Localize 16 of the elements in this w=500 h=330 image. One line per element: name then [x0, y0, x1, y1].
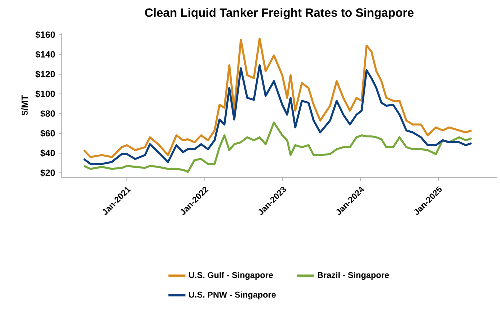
y-tick-label: $20: [40, 169, 56, 177]
chart-title: Clean Liquid Tanker Freight Rates to Singapore: [145, 8, 414, 20]
legend-label: U.S. Gulf - Singapore: [189, 272, 274, 280]
legend-label: U.S. PNW - Singapore: [189, 292, 276, 300]
y-tick-label: $120: [36, 70, 56, 78]
y-tick-label: $40: [40, 150, 56, 158]
line-series: [83, 38, 473, 158]
y-tick-label: $160: [36, 31, 56, 39]
y-tick-label: $100: [36, 90, 56, 98]
y-tick-label: $80: [40, 110, 56, 118]
line-series: [83, 64, 473, 166]
line-series: [83, 122, 473, 174]
y-axis-title: $/MT: [21, 95, 29, 116]
y-tick-label: $60: [40, 130, 56, 138]
legend-label: Brazil - Singapore: [318, 272, 390, 280]
y-tick-label: $140: [36, 51, 56, 58]
